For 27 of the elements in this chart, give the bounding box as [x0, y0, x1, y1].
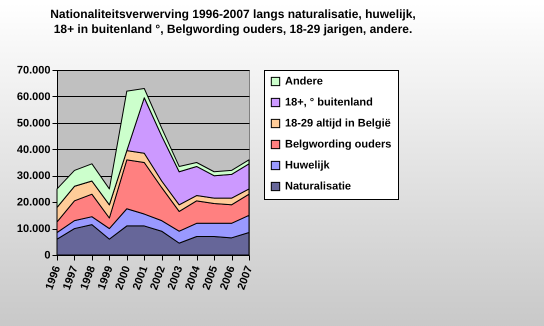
legend-label: 18-29 altijd in België: [285, 118, 391, 130]
legend-label: Naturalisatie: [285, 180, 352, 192]
legend-label: Belgwording ouders: [285, 138, 392, 150]
x-tick-label: 1999: [96, 264, 116, 292]
y-tick-label: 20.000: [16, 196, 50, 209]
y-tick-label: 60.000: [16, 90, 50, 103]
x-tick-label: 1996: [43, 264, 64, 292]
x-tick-label: 2001: [130, 264, 150, 292]
x-tick-label: 2005: [200, 264, 220, 292]
x-tick-label: 2002: [148, 264, 168, 292]
y-tick-label: 30.000: [16, 170, 50, 182]
y-tick-label: 50.000: [16, 117, 50, 130]
legend-label: Huwelijk: [285, 160, 331, 172]
x-tick-label: 2000: [113, 264, 133, 292]
x-tick-label: 2004: [183, 264, 204, 292]
x-tick-label: 1998: [78, 264, 98, 292]
legend-label: Andere: [285, 76, 323, 88]
x-tick-label: 1997: [60, 264, 81, 292]
y-tick-label: 40.000: [16, 144, 50, 156]
x-tick-label: 2007: [235, 264, 256, 292]
y-tick-label: 10.000: [16, 223, 50, 236]
x-tick-label: 2006: [218, 264, 238, 292]
legend-label: 18+, ° buitenland: [285, 96, 373, 108]
y-tick-label: 70.000: [16, 64, 50, 76]
y-tick-label: 0: [44, 250, 50, 262]
chart-title: Nationaliteitsverwerving 1996-2007 langs naturalisatie, huwelijk, 18+ in buitenland °, Belgwording ouders, 18-29 jarigen, andere.: [50, 7, 416, 36]
x-tick-label: 2003: [166, 264, 186, 292]
